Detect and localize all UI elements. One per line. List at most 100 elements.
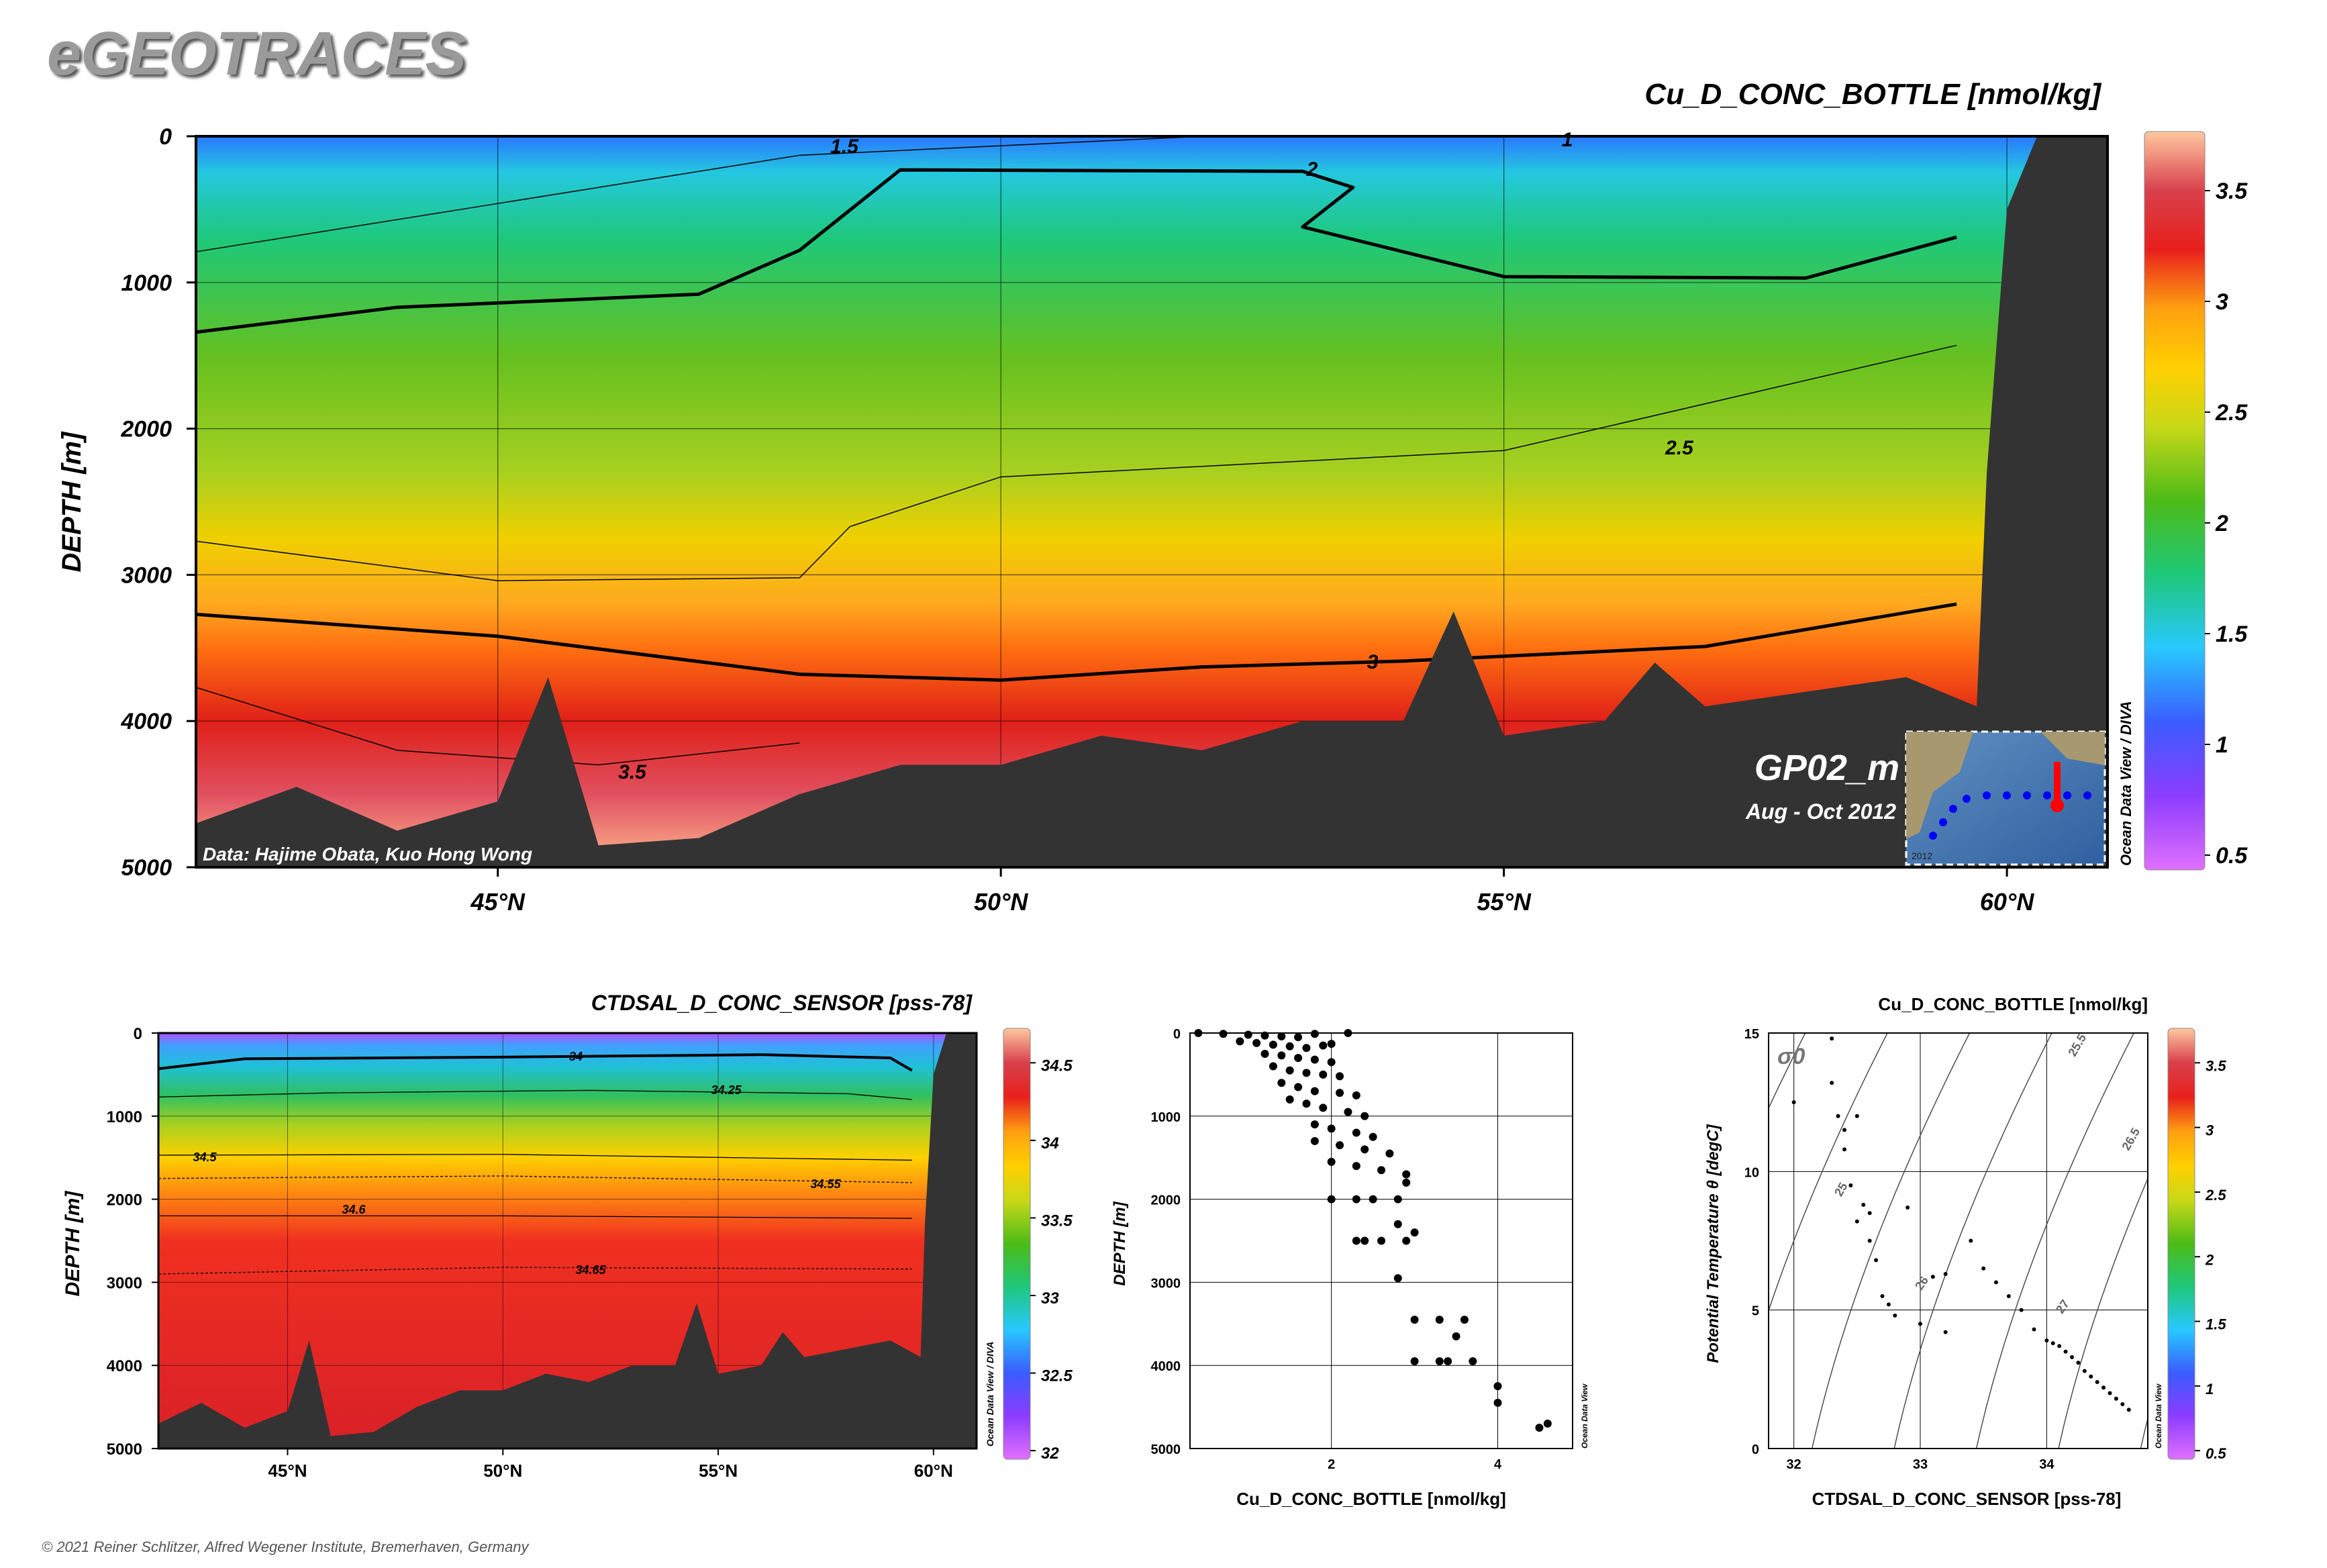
profile-odv-credit: Ocean Data View xyxy=(1580,1383,1589,1449)
sal-colorbar-label: 34.5 xyxy=(1041,1057,1073,1075)
profile-point xyxy=(1310,1055,1319,1064)
sal-x-tick-label: 45°N xyxy=(268,1461,307,1481)
ts-x-tick-label: 33 xyxy=(1913,1457,1928,1472)
x-tick-label: 50°N xyxy=(974,888,1028,916)
profile-point xyxy=(1327,1195,1336,1204)
sal-colorbar-label: 32 xyxy=(1041,1444,1059,1463)
profile-point xyxy=(1269,1040,1277,1049)
ts-point xyxy=(1893,1313,1897,1318)
sal-contour-34 xyxy=(158,1053,913,1072)
profile-point xyxy=(1310,1030,1319,1038)
ts-point xyxy=(2095,1379,2099,1384)
profile-point xyxy=(1219,1030,1228,1038)
ts-point xyxy=(1854,1219,1859,1224)
profile-point xyxy=(1535,1424,1544,1432)
y-tick-label: 3000 xyxy=(121,562,172,588)
ts-point xyxy=(2044,1338,2049,1343)
sal-x-tick-label: 60°N xyxy=(914,1461,953,1481)
profile-point xyxy=(1452,1332,1460,1340)
ts-colorbar-label: 1.5 xyxy=(2206,1316,2226,1333)
ts-point xyxy=(2032,1327,2036,1332)
sal-contour-34.55 xyxy=(158,1175,912,1183)
sal-colorbar-label: 34 xyxy=(1041,1134,1059,1153)
profile-point xyxy=(1336,1141,1344,1150)
main-colorbar-label: 1 xyxy=(2216,732,2228,758)
ts-point xyxy=(1880,1294,1885,1299)
profile-point xyxy=(1369,1195,1377,1204)
profile-point xyxy=(1277,1032,1286,1040)
ts-y-tick-label: 5 xyxy=(1752,1304,1759,1319)
x-tick-label: 45°N xyxy=(470,888,525,916)
profile-x-tick-label: 2 xyxy=(1328,1457,1335,1472)
ts-x-tick-label: 34 xyxy=(2039,1457,2054,1472)
profile-point xyxy=(1302,1099,1311,1108)
sal-contour-label: 34.25 xyxy=(711,1083,742,1097)
cruise-dates: Aug - Oct 2012 xyxy=(1745,799,1896,824)
main-colorbar-label: 1.5 xyxy=(2216,622,2248,647)
map-credit: 2012 xyxy=(1912,850,1932,861)
profile-point xyxy=(1277,1051,1286,1060)
profile-point xyxy=(1352,1091,1360,1099)
ts-point xyxy=(1830,1081,1834,1085)
map-land-alaska xyxy=(2040,732,2105,765)
ts-point xyxy=(2120,1402,2125,1406)
ts-point xyxy=(1918,1322,1922,1326)
ts-point xyxy=(1830,1036,1834,1041)
x-tick-label: 60°N xyxy=(1980,888,2034,916)
ts-point xyxy=(1969,1238,1973,1243)
y-tick-label: 5000 xyxy=(121,855,172,881)
profile-point xyxy=(1393,1274,1402,1283)
profile-point xyxy=(1385,1149,1394,1158)
y-tick-label: 2000 xyxy=(120,417,172,442)
profile-point xyxy=(1410,1228,1419,1237)
profile-x-axis-label: Cu_D_CONC_BOTTLE [nmol/kg] xyxy=(1236,1489,1506,1509)
contour-label: 1.5 xyxy=(830,136,859,158)
profile-point xyxy=(1369,1132,1377,1141)
profile-point xyxy=(1285,1042,1294,1050)
profile-point xyxy=(1319,1070,1328,1079)
sal-contour-label: 34.5 xyxy=(193,1150,217,1164)
ts-point xyxy=(1943,1272,1948,1277)
profile-y-tick-label: 2000 xyxy=(1151,1193,1181,1208)
profile-point xyxy=(1294,1054,1303,1063)
sal-colorbar-label: 32.5 xyxy=(1041,1367,1073,1385)
profile-point xyxy=(1327,1058,1336,1067)
ts-point xyxy=(1981,1266,1986,1271)
ts-point xyxy=(2114,1396,2118,1401)
ts-point xyxy=(1994,1280,1998,1285)
contour-label: 2 xyxy=(1306,158,1318,181)
profile-point xyxy=(1285,1095,1294,1104)
sal-odv-credit: Ocean Data View / DIVA xyxy=(985,1342,995,1447)
data-credit: Data: Hajime Obata, Kuo Hong Wong xyxy=(203,844,532,865)
contour-3 xyxy=(195,602,1957,682)
profile-point xyxy=(1360,1145,1369,1154)
ts-isopycnals xyxy=(1769,1033,2148,1449)
contour-1.5 xyxy=(195,136,1202,252)
profile-point xyxy=(1360,1236,1369,1245)
x-tick-label: 55°N xyxy=(1477,888,1531,916)
isopycnal-line xyxy=(1769,1033,1806,1110)
copyright-notice: © 2021 Reiner Schlitzer, Alfred Wegener … xyxy=(42,1538,529,1555)
station-marker xyxy=(2023,791,2031,799)
contour-2 xyxy=(195,168,1957,334)
ts-point xyxy=(1861,1202,1866,1207)
map-land-asia xyxy=(1906,732,1973,839)
profile-point xyxy=(1444,1357,1452,1366)
sal-contour-label: 34.6 xyxy=(342,1203,366,1216)
profile-point xyxy=(1543,1419,1552,1428)
ts-y-axis-label: Potential Temperature θ [degC] xyxy=(1704,1124,1722,1363)
profile-point xyxy=(1319,1041,1328,1050)
profile-point xyxy=(1319,1104,1328,1112)
ts-point xyxy=(1930,1275,1935,1279)
sal-seafloor-bathymetry xyxy=(158,1033,977,1449)
ts-point xyxy=(2050,1341,2055,1346)
station-marker xyxy=(1963,795,1971,803)
profile-point xyxy=(1352,1162,1360,1171)
profile-point xyxy=(1285,1066,1294,1075)
ts-colorbar xyxy=(2167,1028,2195,1460)
sal-y-tick-label: 4000 xyxy=(107,1357,142,1375)
profile-point xyxy=(1393,1220,1402,1228)
profile-point xyxy=(1435,1357,1444,1366)
egeotraces-logo: eGEOTRACES xyxy=(47,19,466,88)
